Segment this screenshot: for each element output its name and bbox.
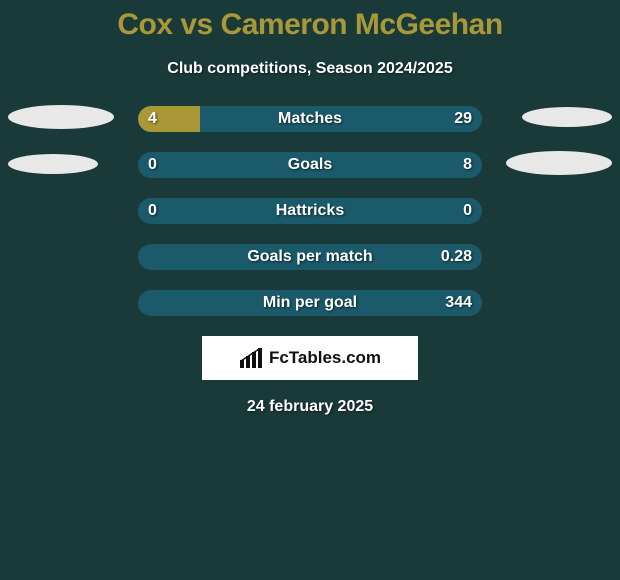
stat-label: Goals per match [138,244,482,270]
stat-row: 08Goals [0,152,620,178]
comparison-widget: Cox vs Cameron McGeehan Club competition… [0,0,620,416]
stat-row: 344Min per goal [0,290,620,316]
logo-text: FcTables.com [269,348,381,368]
bar-chart-icon [239,348,265,368]
logo-badge[interactable]: FcTables.com [202,336,418,380]
stat-label: Hattricks [138,198,482,224]
date-text: 24 february 2025 [0,398,620,416]
stat-label: Min per goal [138,290,482,316]
stat-label: Goals [138,152,482,178]
stat-row: 0.28Goals per match [0,244,620,270]
stat-row: 00Hattricks [0,198,620,224]
page-title: Cox vs Cameron McGeehan [0,0,620,42]
stats-chart: 429Matches 08Goals 00Hattricks 0.28Goals pe… [0,106,620,316]
stat-row: 429Matches [0,106,620,132]
stat-label: Matches [138,106,482,132]
subtitle: Club competitions, Season 2024/2025 [0,60,620,78]
